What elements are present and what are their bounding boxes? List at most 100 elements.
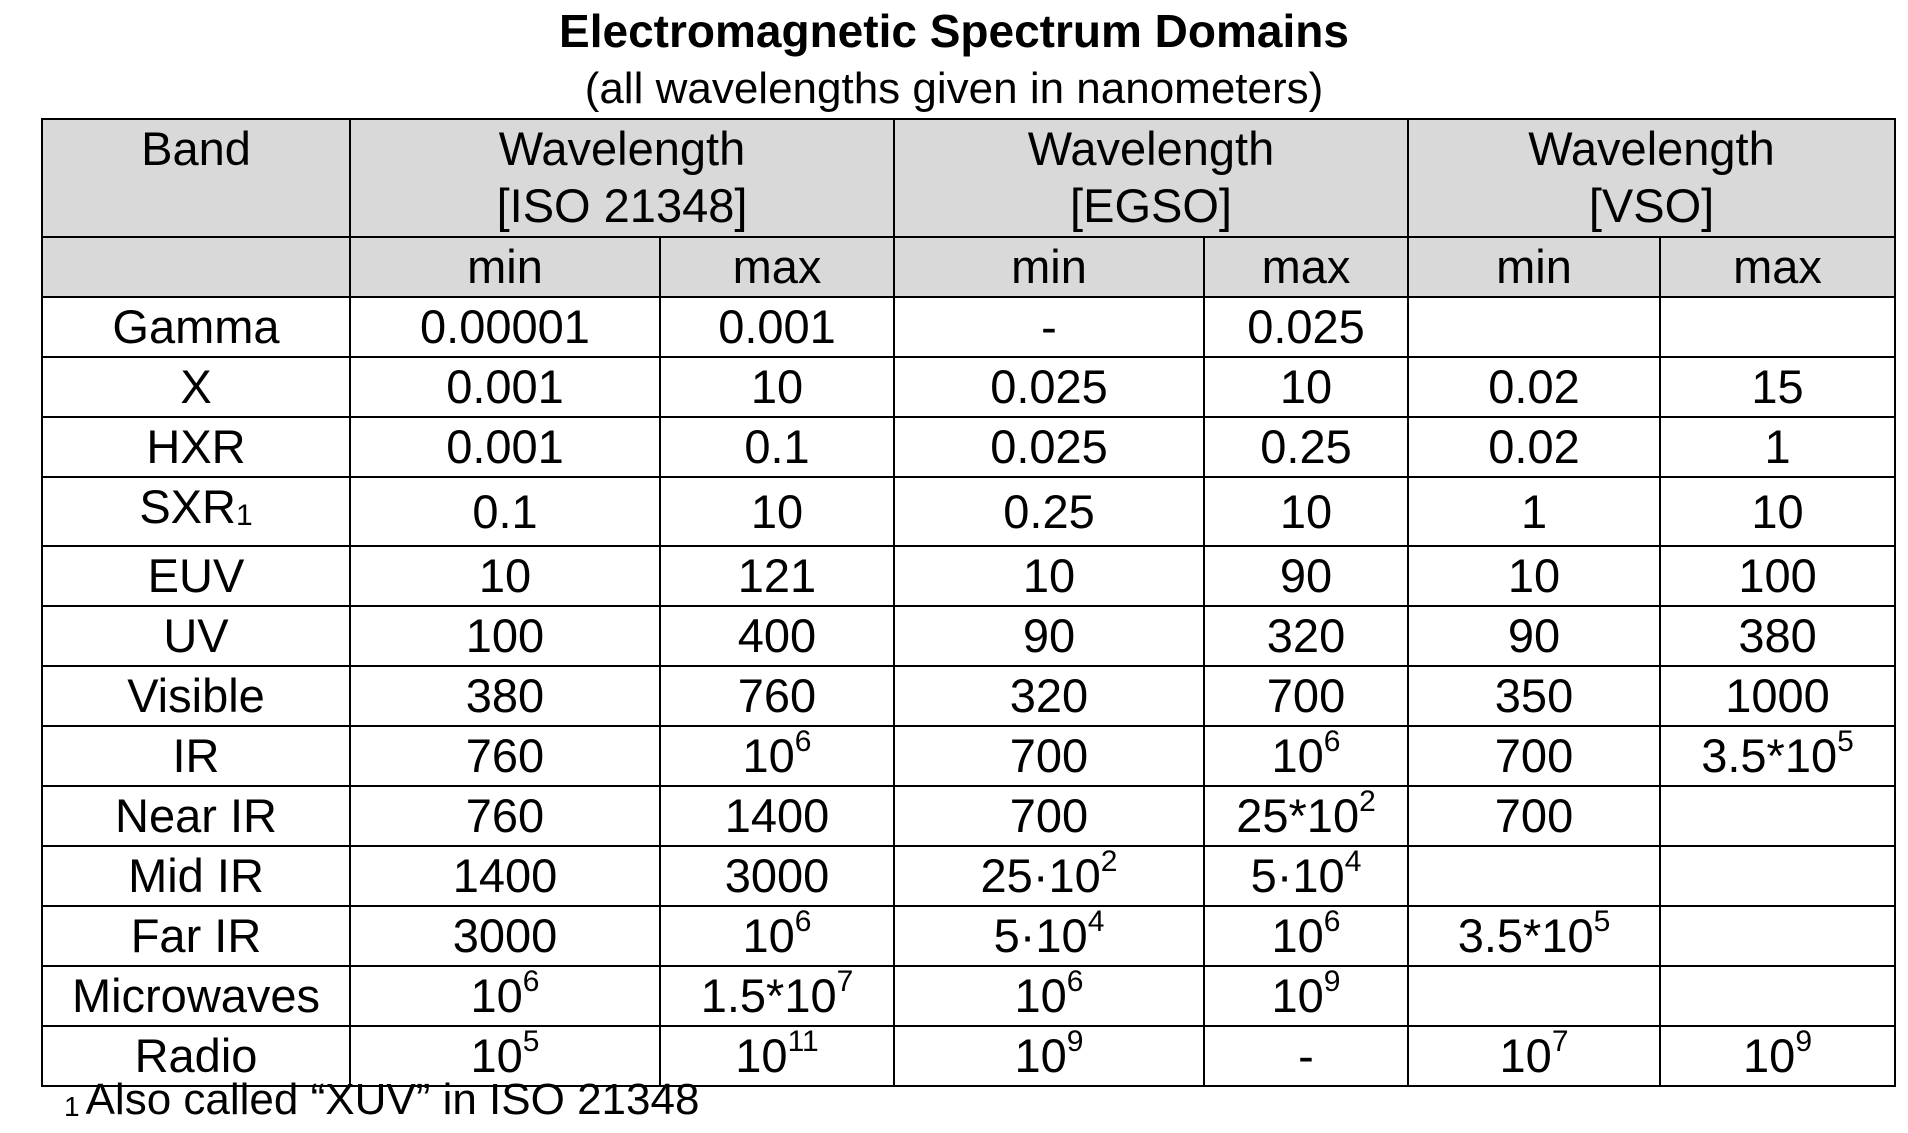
iso-min-cell: 0.00001: [349, 296, 661, 358]
cell-value: 3.5*10: [1457, 909, 1594, 962]
cell-value: 1000: [1725, 669, 1830, 722]
cell-exponent: 6: [794, 906, 812, 938]
cell-value: 10: [1014, 1029, 1067, 1082]
cell-value: 100: [1738, 549, 1817, 602]
vso-max-cell: [1659, 905, 1897, 967]
vso-min-cell: [1407, 965, 1662, 1027]
egso-max-cell: 320: [1202, 605, 1410, 667]
vso-max-cell: 15: [1659, 356, 1897, 418]
cell-value: 10: [1751, 484, 1804, 538]
cell-exponent: 6: [1323, 726, 1341, 758]
iso-max-cell: 121: [659, 545, 895, 607]
iso-group-header: Wavelength [ISO 21348]: [349, 118, 895, 238]
vso-max-cell: 100: [1659, 545, 1897, 607]
page-subtitle: (all wavelengths given in nanometers): [584, 64, 1324, 113]
band-cell: SXR1: [41, 476, 351, 547]
cell-value: 320: [1009, 669, 1089, 722]
table-body: Gamma 0.00001 0.001-0.025 X 0.001 10 0.025 10 0.…: [41, 296, 1897, 1087]
footnote-mark: 1: [64, 1091, 80, 1122]
vso-min-cell: 107: [1407, 1025, 1662, 1087]
iso-max-cell: 10: [659, 476, 895, 547]
vso-min-cell: 350: [1407, 665, 1662, 727]
cell-value: 10: [735, 1029, 788, 1082]
cell-value: 10: [1014, 969, 1067, 1022]
vso-min-cell: 700: [1407, 725, 1662, 787]
cell-value: 0.001: [718, 300, 836, 353]
page-title: Electromagnetic Spectrum Domains: [559, 5, 1349, 57]
vso-min-cell: 0.02: [1407, 356, 1662, 418]
vso-min-cell: 90: [1407, 605, 1662, 667]
table-row: IR 760 106 700 106 700 3.5*105: [41, 725, 1897, 787]
cell-exponent: 5: [522, 1026, 540, 1058]
vso-min-cell: 3.5*105: [1407, 905, 1662, 967]
iso-max-cell: 1400: [659, 785, 895, 847]
cell-value: 100: [465, 609, 545, 662]
egso-max-cell: 10: [1202, 356, 1410, 418]
table-row: Microwaves 106 1.5*107 106 109: [41, 965, 1897, 1027]
cell-value: 0.025: [1247, 300, 1365, 353]
footnote-text: Also called “XUV” in ISO 21348: [85, 1075, 700, 1124]
band-name: UV: [163, 609, 229, 662]
band-name: Microwaves: [71, 969, 321, 1022]
band-cell: Visible: [41, 665, 351, 727]
egso-max-cell: 109: [1202, 965, 1410, 1027]
band-cell: Microwaves: [41, 965, 351, 1027]
cell-exponent: 7: [836, 966, 854, 998]
vso-group-line2: [VSO]: [1588, 179, 1715, 232]
egso-min-cell: 90: [893, 605, 1205, 667]
egso-max-cell: 700: [1202, 665, 1410, 727]
band-cell: IR: [41, 725, 351, 787]
vso-min-header: min: [1407, 236, 1662, 298]
cell-value: 700: [1494, 729, 1574, 782]
vso-min-cell: 700: [1407, 785, 1662, 847]
cell-value: 10: [1271, 909, 1324, 962]
vso-max-cell: [1659, 845, 1897, 907]
cell-value: 760: [737, 669, 817, 722]
cell-value: 380: [465, 669, 545, 722]
egso-min-cell: 700: [893, 785, 1205, 847]
cell-value: 10: [1271, 969, 1324, 1022]
table-row: Gamma 0.00001 0.001 - 0.025: [41, 296, 1897, 358]
cell-value: 10: [470, 969, 523, 1022]
vso-max-header: max: [1659, 236, 1897, 298]
band-cell: Mid IR: [41, 845, 351, 907]
egso-max-header: max: [1202, 236, 1410, 298]
cell-exponent: 2: [1100, 846, 1118, 878]
cell-value: 1: [1520, 484, 1548, 538]
iso-max-cell: 400: [659, 605, 895, 667]
egso-min-header: min: [893, 236, 1205, 298]
cell-value: 5·10: [993, 909, 1088, 962]
cell-value: 90: [1022, 609, 1076, 662]
iso-min-cell: 106: [349, 965, 661, 1027]
iso-max-cell: 0.001: [659, 296, 895, 358]
cell-value: 3000: [452, 909, 558, 962]
band-name: IR: [172, 729, 220, 782]
footnote: 1 Also called “XUV” in ISO 21348: [64, 1074, 699, 1133]
band-name: Gamma: [112, 300, 280, 353]
table-row: Near IR 760 1400 700 25*102 700: [41, 785, 1897, 847]
cell-value: 3000: [724, 849, 830, 902]
table-row: SXR1 0.1 10 0.25 10 1 10: [41, 476, 1897, 547]
egso-group-line1: Wavelength: [1027, 122, 1275, 175]
vso-max-cell: 380: [1659, 605, 1897, 667]
cell-exponent: 2: [1359, 786, 1376, 818]
cell-value: 10: [742, 909, 795, 962]
vso-min-cell: 0.02: [1407, 416, 1662, 478]
cell-exponent: 9: [1066, 1026, 1084, 1058]
cell-value: 0.025: [990, 360, 1108, 413]
vso-min-cell: [1407, 296, 1662, 358]
cell-exponent: 4: [1087, 906, 1105, 938]
band-cell: Radio: [41, 1025, 351, 1087]
cell-value: 5·10: [1250, 849, 1345, 902]
iso-min-cell: 1400: [349, 845, 661, 907]
egso-max-cell: 25*102: [1202, 785, 1410, 847]
egso-max-cell: 0.025: [1202, 296, 1410, 358]
vso-group-line1: Wavelength: [1528, 122, 1775, 175]
cell-value: 3.5*10: [1701, 729, 1838, 782]
egso-group-header: Wavelength [EGSO]: [892, 118, 1410, 238]
cell-value: 0.25: [1260, 420, 1352, 473]
vso-max-cell: [1659, 785, 1897, 847]
cell-value: -: [1041, 300, 1057, 353]
band-subheader-empty: [41, 236, 351, 298]
iso-max-header: max: [659, 236, 895, 298]
